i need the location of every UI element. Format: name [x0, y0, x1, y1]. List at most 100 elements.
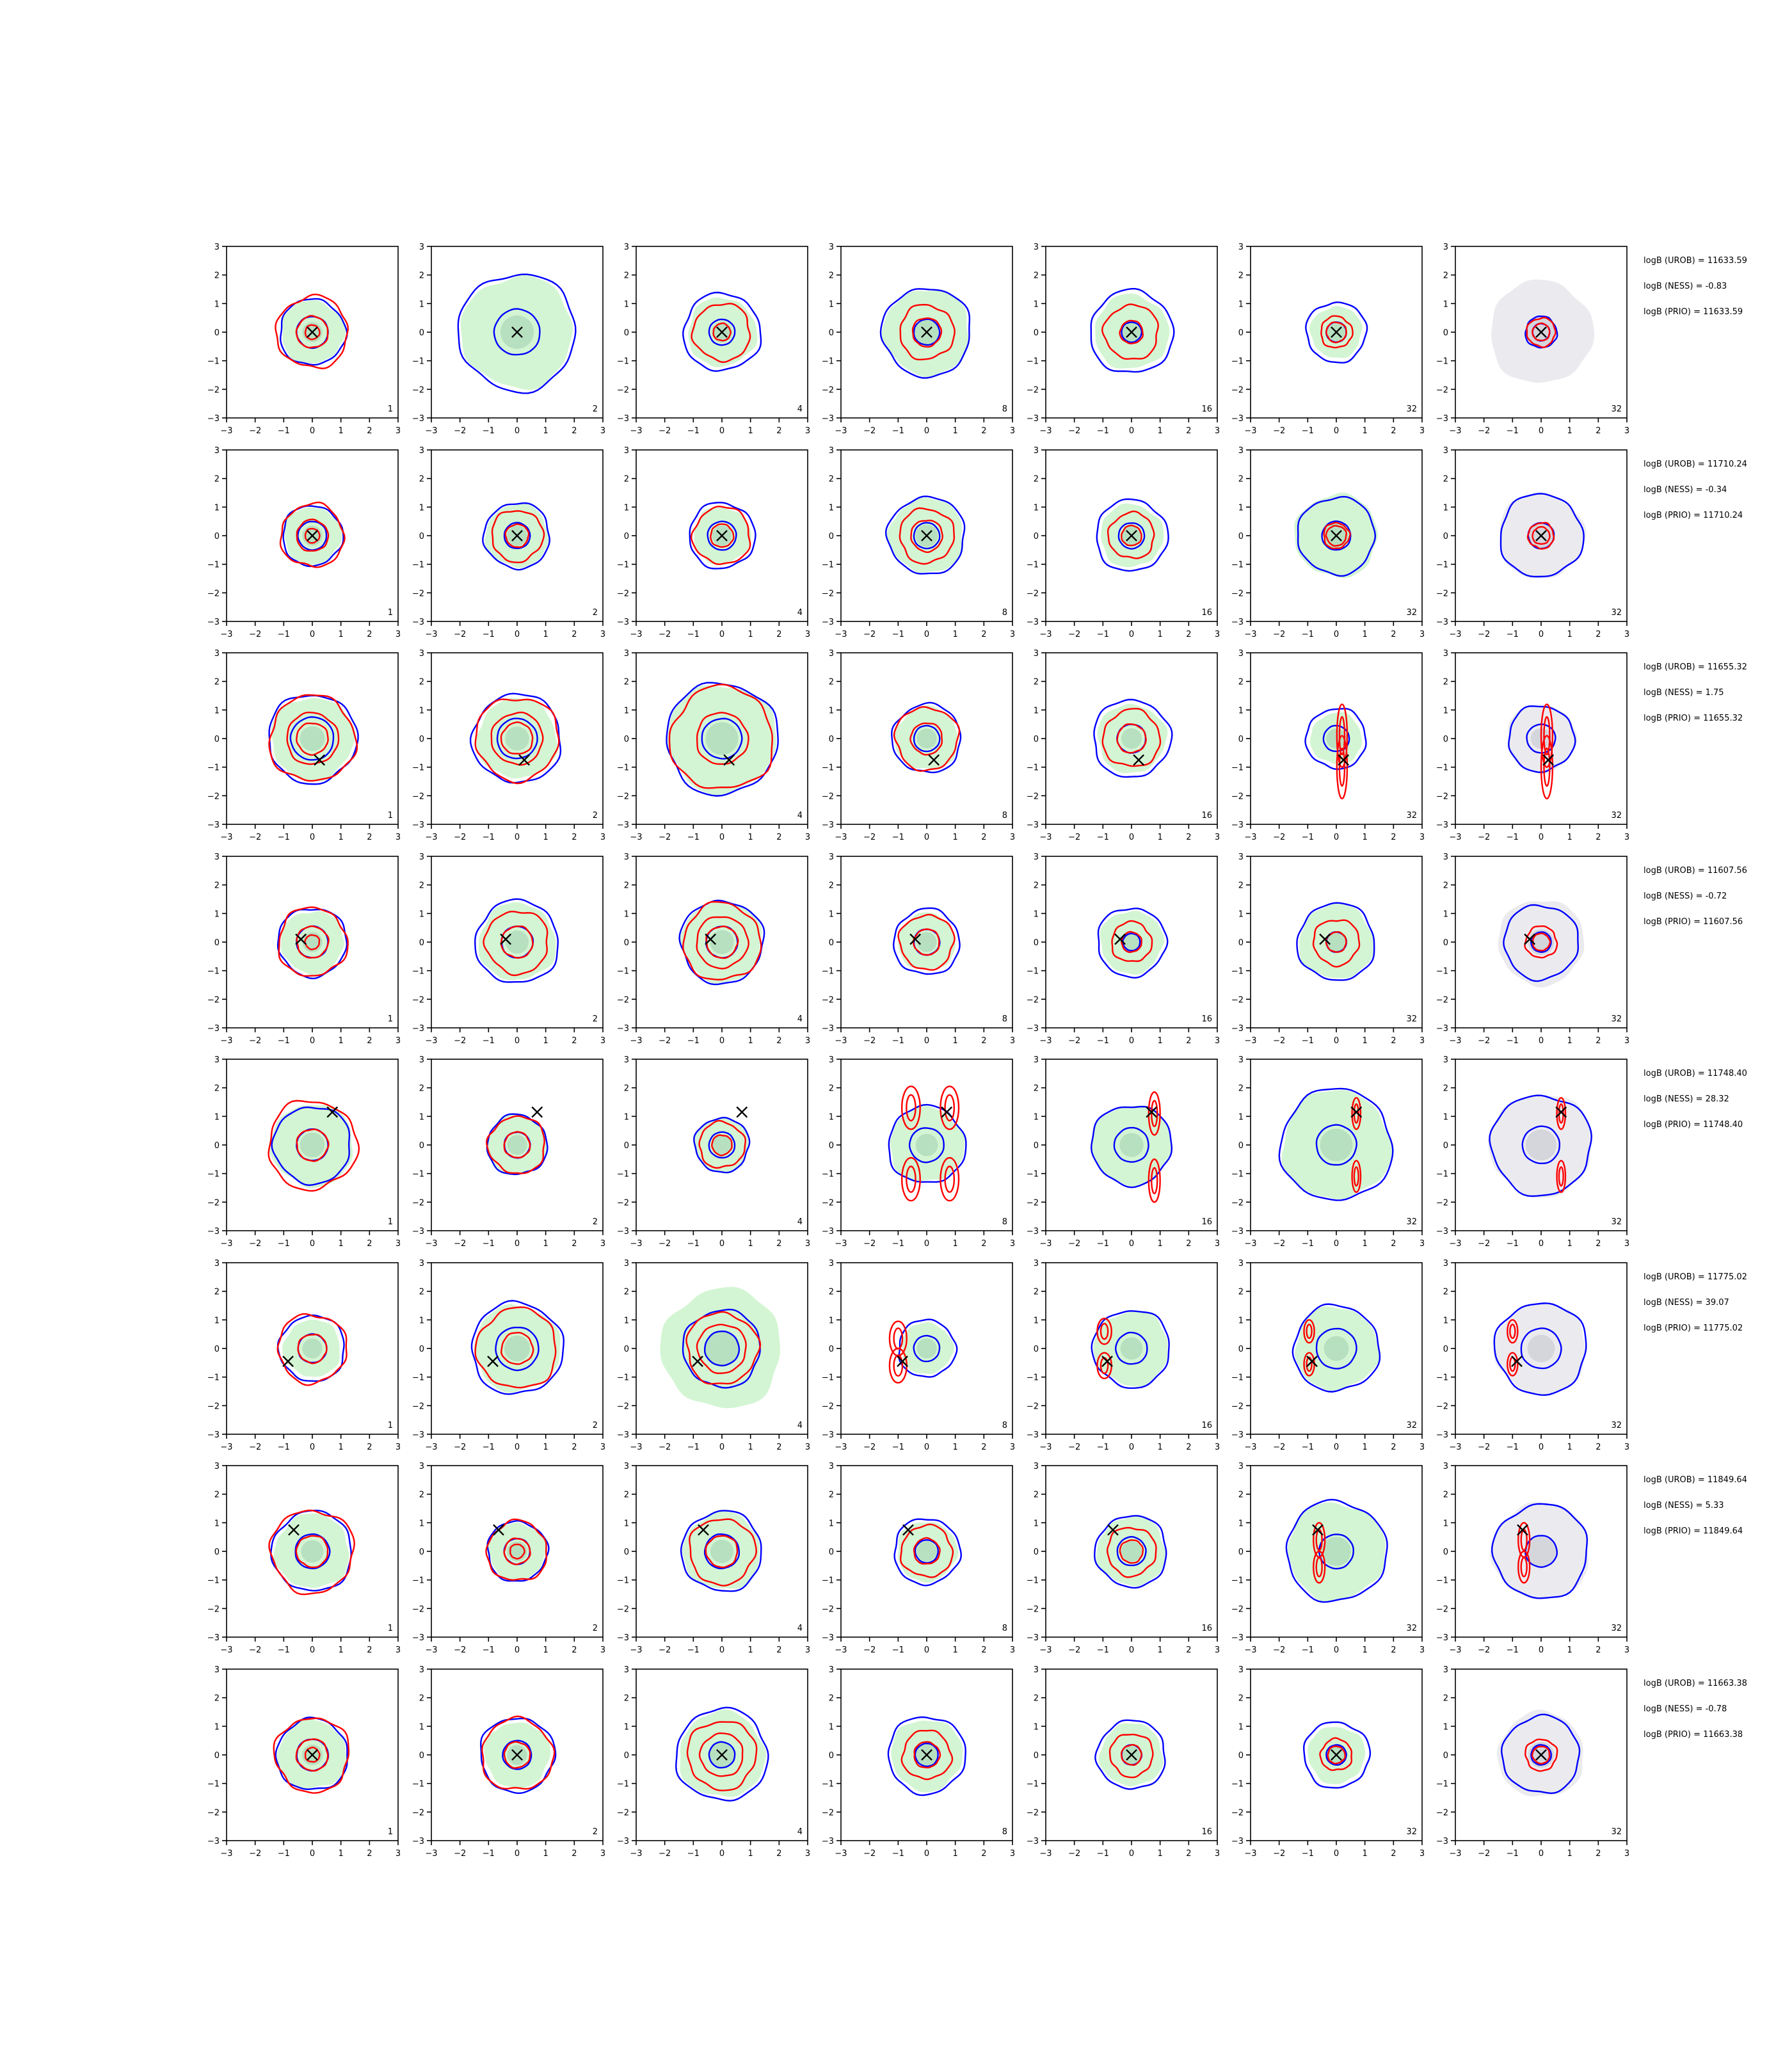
x-tick-label: −2	[1273, 833, 1285, 842]
x-tick-label: −1	[278, 1036, 290, 1046]
y-tick-label: −2	[1436, 1808, 1448, 1818]
y-tick-label: 0	[419, 1751, 424, 1761]
x-tick-label: −1	[1302, 1239, 1314, 1249]
y-tick-label: −2	[1231, 385, 1244, 395]
y-tick-label: 0	[1238, 1751, 1244, 1761]
logB-annotation: logB (PRIO) = 11710.24	[1644, 511, 1743, 520]
plot-area	[1294, 492, 1378, 579]
y-tick-label: −3	[1231, 414, 1244, 424]
x-tick-label: 3	[1215, 1239, 1220, 1249]
y-tick-label: −2	[1231, 589, 1244, 598]
x-tick-label: 2	[572, 1036, 577, 1046]
x-tick-label: −3	[425, 630, 437, 639]
truth-marker	[1114, 933, 1126, 945]
y-tick-label: 2	[1443, 475, 1448, 484]
y-tick-label: 0	[214, 328, 220, 338]
panel-label: 8	[1002, 1014, 1007, 1024]
logB-annotation: logB (UROB) = 11849.64	[1644, 1475, 1747, 1485]
red-contour-lobe	[1520, 1556, 1528, 1578]
y-tick-label: −1	[1231, 1576, 1244, 1586]
y-tick-label: −1	[1436, 764, 1448, 773]
x-tick-label: 2	[981, 630, 986, 639]
x-tick-label: 3	[600, 833, 605, 842]
truth-marker	[1350, 1106, 1363, 1118]
panel-label: 4	[797, 1421, 803, 1430]
y-tick-label: 0	[829, 735, 834, 744]
x-tick-label: −3	[1449, 1239, 1461, 1249]
x-tick-label: −3	[835, 1239, 847, 1249]
blue-contour	[495, 1326, 540, 1372]
y-tick-label: 2	[829, 475, 834, 484]
y-tick-label: −2	[822, 1808, 834, 1818]
x-tick-label: 2	[572, 1239, 577, 1249]
x-tick-label: 3	[1624, 1443, 1629, 1452]
x-tick-label: −2	[1478, 1239, 1490, 1249]
plot-area	[1097, 908, 1169, 979]
x-tick-label: −1	[1507, 426, 1519, 436]
panel-r2-c7: −3−3 −2 −2 −1 −1 0 0 1 1 2 2 3 3 32	[1436, 446, 1629, 639]
panel-label: 16	[1201, 404, 1212, 414]
y-tick-label: 2	[1443, 1084, 1448, 1094]
x-tick-label: 2	[1596, 1645, 1601, 1655]
x-tick-label: 1	[953, 1849, 958, 1859]
x-tick-label: −2	[1273, 630, 1285, 639]
y-tick-label: 2	[214, 271, 220, 281]
panel-r6-c1: −3−3 −2 −2 −1 −1 0 0 1 1 2 2 3 3 1	[207, 1259, 401, 1452]
red-contour	[1116, 723, 1147, 754]
x-tick-label: −1	[892, 1239, 904, 1249]
x-tick-label: −1	[687, 833, 700, 842]
x-tick-label: 2	[776, 1849, 781, 1859]
red-contour	[491, 510, 545, 563]
truth-marker	[518, 754, 531, 766]
red-contour	[897, 913, 956, 971]
y-tick-label: −1	[207, 357, 220, 367]
x-tick-label: −3	[220, 426, 232, 436]
y-tick-label: −3	[207, 618, 220, 627]
y-tick-label: −2	[412, 385, 424, 395]
panel-r5-c5: −3−3 −2 −2 −1 −1 0 0 1 1 2 2 3 3 16	[1027, 1055, 1220, 1249]
x-tick-label: −2	[1068, 1849, 1080, 1859]
x-tick-label: 3	[1420, 1036, 1425, 1046]
blue-contour	[1530, 1744, 1552, 1766]
y-tick-label: −3	[617, 1024, 629, 1034]
y-tick-label: −3	[1027, 414, 1039, 424]
y-tick-label: 0	[1443, 1751, 1448, 1761]
y-tick-label: 1	[829, 1519, 834, 1528]
plot-area	[1491, 279, 1595, 383]
y-tick-label: 1	[214, 909, 220, 919]
y-tick-label: 1	[419, 503, 424, 513]
x-tick-label: 1	[748, 630, 753, 639]
y-tick-label: 2	[1238, 1491, 1244, 1500]
x-tick-label: −3	[1039, 1849, 1052, 1859]
plot-area	[276, 1313, 348, 1386]
x-tick-label: 3	[805, 1645, 810, 1655]
y-tick-label: −1	[1436, 1576, 1448, 1586]
density-core	[504, 1335, 531, 1362]
red-contour-lobe	[940, 1156, 960, 1202]
x-tick-label: −2	[1478, 1849, 1490, 1859]
plot-area	[888, 1318, 958, 1384]
y-tick-label: 3	[1034, 1665, 1039, 1675]
blue-contour	[1491, 1503, 1588, 1599]
red-contour-lobe	[1096, 1317, 1112, 1345]
y-tick-label: 0	[624, 1345, 629, 1354]
y-tick-label: 0	[1238, 1141, 1244, 1151]
x-tick-label: −2	[863, 630, 876, 639]
x-tick-label: 2	[981, 1036, 986, 1046]
y-tick-label: −3	[207, 1024, 220, 1034]
truth-marker	[1338, 754, 1350, 766]
x-tick-label: 3	[1010, 1443, 1015, 1452]
y-tick-label: 2	[1443, 271, 1448, 281]
x-tick-label: −3	[1449, 426, 1461, 436]
panel-label: 1	[388, 1014, 393, 1024]
y-tick-label: 0	[829, 1141, 834, 1151]
y-tick-label: 2	[1034, 1694, 1039, 1704]
y-tick-label: 3	[1238, 243, 1244, 252]
red-contour	[668, 684, 773, 789]
y-tick-label: −2	[207, 1198, 220, 1208]
x-tick-label: −2	[1273, 1239, 1285, 1249]
x-tick-label: 2	[981, 1443, 986, 1452]
y-tick-label: 3	[214, 1665, 220, 1675]
y-tick-label: 0	[1034, 938, 1039, 948]
